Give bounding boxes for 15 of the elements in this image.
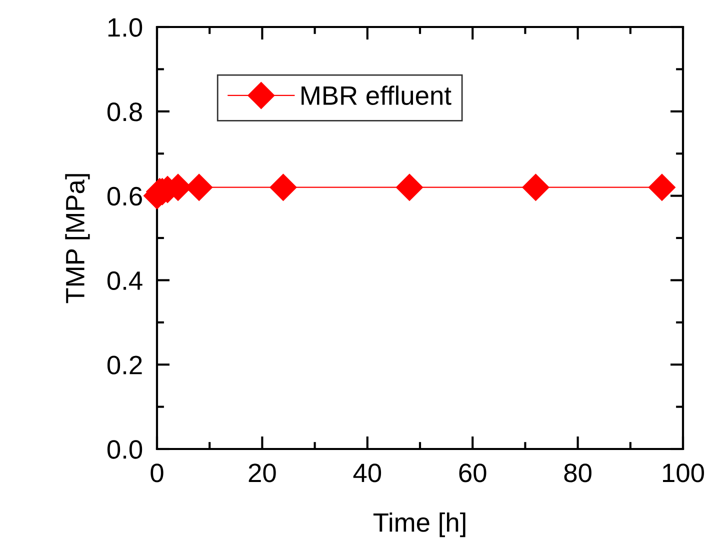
y-axis-title: TMP [MPa] <box>65 174 90 304</box>
x-tick-label: 40 <box>353 464 382 482</box>
x-tick-label: 0 <box>150 464 164 482</box>
legend-label: MBR effluent <box>302 86 452 105</box>
y-tick-label: 0.8 <box>107 102 142 122</box>
x-axis-title: Time [h] <box>373 512 466 538</box>
y-tick-label: 0.6 <box>107 186 142 206</box>
x-tick-label: 80 <box>564 464 592 482</box>
x-tick-label: 20 <box>248 464 276 482</box>
x-tick-label: 100 <box>663 464 704 482</box>
y-tick-label: 1.0 <box>108 18 142 37</box>
y-tick-label: 0.0 <box>107 440 142 459</box>
y-tick-label: 0.2 <box>107 356 142 374</box>
y-tick-label: 0.4 <box>107 271 142 290</box>
x-tick-label: 60 <box>459 464 486 482</box>
